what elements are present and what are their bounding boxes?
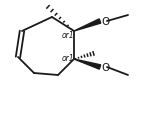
Text: or1: or1 [62, 54, 75, 63]
Text: O: O [101, 17, 109, 27]
Text: or1: or1 [62, 30, 75, 39]
Polygon shape [74, 59, 101, 70]
Text: O: O [101, 62, 109, 72]
Polygon shape [74, 20, 101, 32]
